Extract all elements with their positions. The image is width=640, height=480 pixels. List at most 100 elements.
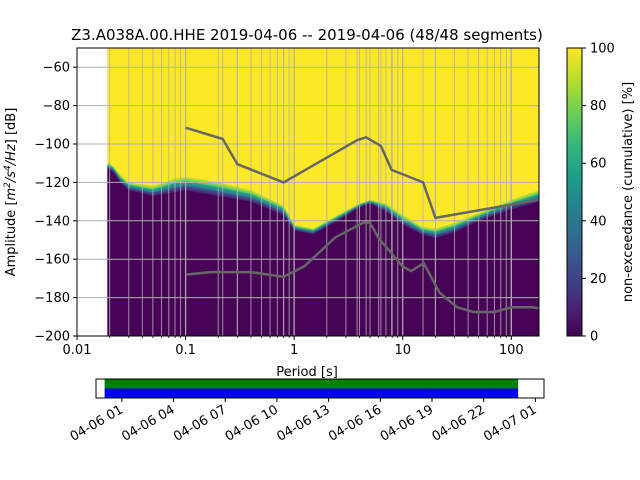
heatmap-cell: [489, 211, 491, 213]
heatmap-cell: [444, 233, 446, 236]
heatmap-cell: [290, 223, 292, 225]
heatmap-cell: [197, 183, 199, 186]
heatmap-cell: [207, 48, 209, 181]
heatmap-cell: [519, 196, 521, 199]
heatmap-cell: [294, 228, 296, 230]
heatmap-cell: [292, 228, 294, 336]
heatmap-cell: [289, 216, 291, 219]
heatmap-cell: [294, 48, 296, 225]
heatmap-cell: [153, 189, 155, 192]
heatmap-cell: [361, 204, 363, 206]
heatmap-cell: [424, 228, 426, 230]
y-axis-label-unit-m: m: [4, 188, 19, 201]
heatmap-cell: [370, 202, 372, 204]
heatmap-cell: [415, 229, 417, 232]
heatmap-cell: [409, 225, 411, 227]
heatmap-cell: [117, 177, 119, 179]
heatmap-cell: [497, 48, 499, 206]
heatmap-cell: [290, 225, 292, 336]
heatmap-cell: [203, 184, 205, 187]
heatmap-cell: [361, 206, 363, 336]
heatmap-cell: [292, 224, 294, 226]
heatmap-cell: [245, 198, 247, 201]
heatmap-cell: [508, 202, 510, 205]
heatmap-cell: [212, 190, 214, 193]
heatmap-cell: [360, 203, 362, 205]
heatmap-cell: [235, 192, 237, 196]
heatmap-cell: [377, 202, 379, 204]
heatmap-cell: [209, 189, 211, 193]
heatmap-cell: [223, 192, 225, 195]
heatmap-cell: [216, 184, 218, 187]
heatmap-cell: [492, 48, 494, 208]
heatmap-cell: [302, 226, 304, 228]
heatmap-cell: [362, 202, 364, 204]
heatmap-cell: [169, 186, 171, 190]
heatmap-cell: [513, 205, 515, 208]
heatmap-cell: [347, 214, 349, 336]
heatmap-cell: [390, 210, 392, 213]
heatmap-cell: [388, 208, 390, 210]
heatmap-cell: [406, 48, 408, 218]
heatmap-cell: [294, 225, 296, 227]
heatmap-cell: [148, 194, 150, 336]
heatmap-cell: [393, 213, 395, 215]
heatmap-cell: [118, 175, 120, 177]
heatmap-cell: [438, 232, 440, 235]
heatmap-cell: [231, 48, 233, 186]
heatmap-cell: [124, 185, 126, 187]
heatmap-cell: [126, 48, 128, 181]
heatmap-cell: [449, 230, 451, 233]
heatmap-cell: [112, 171, 114, 336]
heatmap-cell: [399, 213, 401, 215]
heatmap-cell: [516, 48, 518, 198]
heatmap-cell: [127, 189, 129, 336]
heatmap-cell: [149, 191, 151, 194]
heatmap-cell: [518, 205, 520, 208]
heatmap-cell: [470, 217, 472, 220]
heatmap-cell: [507, 205, 509, 208]
heatmap-cell: [238, 191, 240, 194]
heatmap-cell: [412, 226, 414, 229]
heatmap-cell: [535, 193, 537, 196]
heatmap-cell: [245, 48, 247, 189]
heatmap-cell: [396, 212, 398, 215]
heatmap-cell: [504, 211, 506, 336]
heatmap-cell: [384, 48, 386, 204]
heatmap-cell: [335, 216, 337, 219]
heatmap-cell: [450, 225, 452, 228]
heatmap-cell: [223, 196, 225, 336]
heatmap-cell: [299, 229, 301, 231]
heatmap-cell: [304, 227, 306, 229]
heatmap-cell: [483, 218, 485, 336]
heatmap-cell: [299, 230, 301, 232]
heatmap-cell: [306, 228, 308, 230]
heatmap-cell: [131, 189, 133, 192]
heatmap-cell: [503, 48, 505, 203]
heatmap-cell: [433, 48, 435, 229]
heatmap-cell: [297, 229, 299, 231]
heatmap-cell: [138, 191, 140, 193]
heatmap-cell: [338, 217, 340, 219]
heatmap-cell: [471, 48, 473, 216]
heatmap-cell: [409, 222, 411, 225]
heatmap-cell: [528, 48, 530, 194]
heatmap-cell: [141, 185, 143, 188]
heatmap-cell: [295, 226, 297, 229]
plot-area: [76, 47, 540, 337]
heatmap-cell: [340, 218, 342, 336]
heatmap-cell: [513, 198, 515, 201]
heatmap-cell: [406, 226, 408, 336]
heatmap-cell: [457, 226, 459, 228]
heatmap-cell: [350, 209, 352, 211]
heatmap-cell: [523, 204, 525, 207]
heatmap-cell: [246, 189, 248, 192]
heatmap-cell: [530, 192, 532, 196]
timeline-tick-label: 04-06 22: [430, 402, 488, 444]
heatmap-cell: [491, 211, 493, 214]
heatmap-cell: [191, 188, 193, 192]
heatmap-cell: [411, 220, 413, 223]
heatmap-cell: [202, 193, 204, 336]
heatmap-cell: [305, 229, 307, 232]
heatmap-cell: [154, 193, 156, 196]
